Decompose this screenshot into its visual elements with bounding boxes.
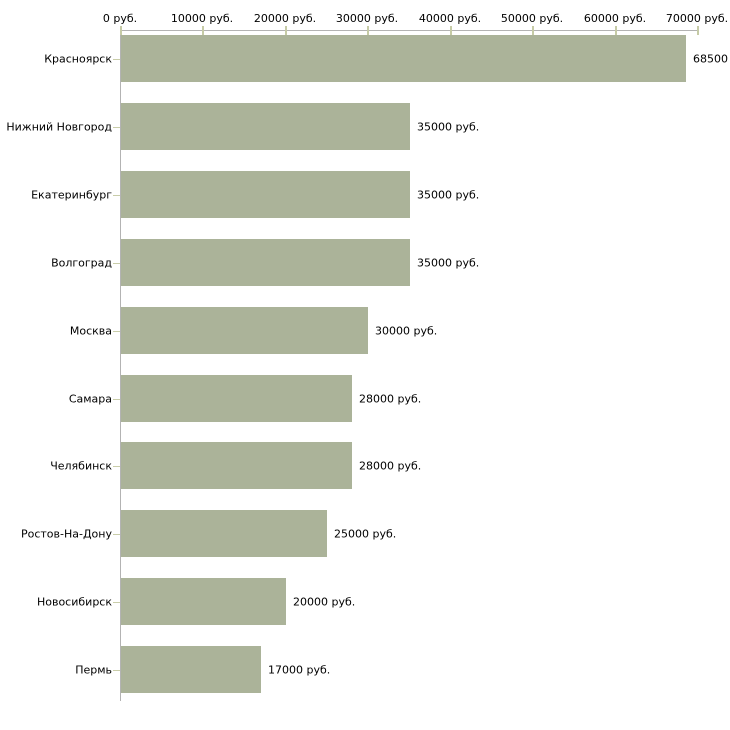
x-axis-tick-label: 30000 руб. <box>335 12 399 25</box>
category-label: Самара <box>68 392 112 406</box>
x-axis-tick-label: 40000 руб. <box>418 12 482 25</box>
bar-10 <box>121 646 261 693</box>
x-axis-tick <box>120 26 122 35</box>
category-label: Ростов-На-Дону <box>20 527 112 541</box>
category-tick <box>113 263 120 264</box>
bar-5 <box>121 307 368 354</box>
x-axis-tick <box>532 26 534 35</box>
value-label: 17000 руб. <box>268 663 331 677</box>
category-tick <box>113 331 120 332</box>
x-axis-tick-label: 20000 руб. <box>253 12 317 25</box>
x-axis-tick-label: 70000 руб. <box>665 12 729 25</box>
value-label: 30000 руб. <box>375 324 438 338</box>
value-label: 20000 руб. <box>293 595 356 609</box>
category-tick <box>113 127 120 128</box>
x-axis-line <box>120 30 698 31</box>
category-tick <box>113 602 120 603</box>
category-tick <box>113 670 120 671</box>
bar-1 <box>121 35 686 82</box>
x-axis-tick <box>285 26 287 35</box>
x-axis-tick-label: 10000 руб. <box>170 12 234 25</box>
value-label: 35000 руб. <box>417 120 480 134</box>
x-axis-tick <box>202 26 204 35</box>
value-label: 25000 руб. <box>334 527 397 541</box>
value-label: 35000 руб. <box>417 188 480 202</box>
value-label: 35000 руб. <box>417 256 480 270</box>
x-axis-tick <box>615 26 617 35</box>
category-label: Волгоград <box>51 256 112 270</box>
category-label: Челябинск <box>50 459 112 473</box>
bar-9 <box>121 578 286 625</box>
x-axis-tick-label: 50000 руб. <box>500 12 564 25</box>
category-label: Екатеринбург <box>31 188 112 202</box>
x-axis-tick <box>367 26 369 35</box>
value-label: 28000 руб. <box>359 392 422 406</box>
category-label: Новосибирск <box>36 595 112 609</box>
bar-4 <box>121 239 410 286</box>
category-label: Пермь <box>75 663 112 677</box>
category-tick <box>113 466 120 467</box>
bar-8 <box>121 510 327 557</box>
value-label: 68500 <box>693 52 728 66</box>
category-label: Красноярск <box>44 52 112 66</box>
category-label: Нижний Новгород <box>6 120 112 134</box>
category-tick <box>113 399 120 400</box>
category-tick <box>113 59 120 60</box>
bar-7 <box>121 442 352 489</box>
y-axis-line <box>120 30 121 702</box>
bar-3 <box>121 171 410 218</box>
bar-2 <box>121 103 410 150</box>
category-label: Москва <box>69 324 112 338</box>
category-tick <box>113 534 120 535</box>
x-axis-tick <box>450 26 452 35</box>
bar-6 <box>121 375 352 422</box>
x-axis-tick <box>697 26 699 35</box>
category-tick <box>113 195 120 196</box>
x-axis-tick-label: 60000 руб. <box>583 12 647 25</box>
x-axis-tick-label: 0 руб. <box>102 12 138 25</box>
value-label: 28000 руб. <box>359 459 422 473</box>
